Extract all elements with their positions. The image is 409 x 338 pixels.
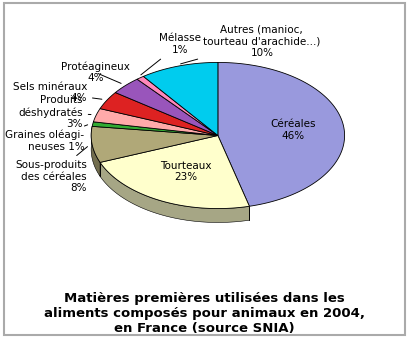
Polygon shape <box>115 79 218 136</box>
Text: Tourteaux
23%: Tourteaux 23% <box>160 161 212 182</box>
Polygon shape <box>91 126 100 176</box>
Text: Mélasse
1%: Mélasse 1% <box>141 33 201 75</box>
Polygon shape <box>93 108 218 136</box>
Text: Sels minéraux
4%: Sels minéraux 4% <box>13 81 102 103</box>
Polygon shape <box>144 63 218 136</box>
Text: Produits
déshydratés
3%: Produits déshydratés 3% <box>18 95 91 129</box>
Text: Protéagineux
4%: Protéagineux 4% <box>61 61 130 83</box>
Polygon shape <box>218 63 345 206</box>
Polygon shape <box>91 126 218 162</box>
Text: Autres (manioc,
tourteau d'arachide...)
10%: Autres (manioc, tourteau d'arachide...) … <box>181 25 321 64</box>
Polygon shape <box>137 76 218 136</box>
Polygon shape <box>100 136 249 209</box>
Text: Sous-produits
des céréales
8%: Sous-produits des céréales 8% <box>15 147 88 193</box>
Text: Graines oléagi-
neuses 1%: Graines oléagi- neuses 1% <box>5 125 88 152</box>
Polygon shape <box>100 93 218 136</box>
Polygon shape <box>100 162 249 222</box>
Polygon shape <box>92 122 218 136</box>
Text: Matières premières utilisées dans les
aliments composés pour animaux en 2004,
en: Matières premières utilisées dans les al… <box>44 292 365 335</box>
Text: Céréales
46%: Céréales 46% <box>271 119 316 141</box>
